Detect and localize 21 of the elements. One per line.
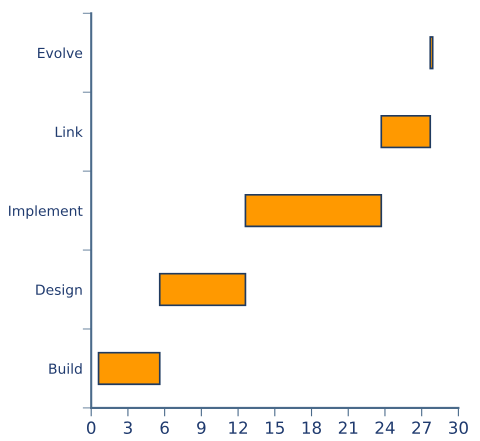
x-tick-label: 3: [124, 421, 132, 434]
bar: [429, 36, 434, 70]
bar: [244, 194, 382, 228]
bar: [380, 115, 432, 148]
x-tick-label: 30: [449, 421, 468, 434]
x-tick-label: 24: [376, 421, 395, 434]
x-tick-label: 21: [338, 421, 358, 434]
y-tick-label: Evolve: [38, 47, 82, 58]
x-tick-label: 0: [86, 421, 96, 434]
x-tick-label: 15: [266, 422, 284, 434]
y-tick-label: Build: [49, 363, 82, 374]
x-tick-label: 6: [160, 421, 169, 434]
x-tick-label: 9: [197, 421, 206, 434]
bar: [158, 272, 246, 306]
bar: [98, 352, 161, 386]
x-tick-label: 27: [412, 421, 431, 434]
y-tick-label: Link: [56, 126, 83, 137]
y-tick-label: Design: [36, 284, 82, 298]
y-tick-label: Implement: [9, 205, 83, 219]
x-tick-label: 12: [229, 421, 248, 434]
x-tick-label: 18: [302, 421, 321, 434]
